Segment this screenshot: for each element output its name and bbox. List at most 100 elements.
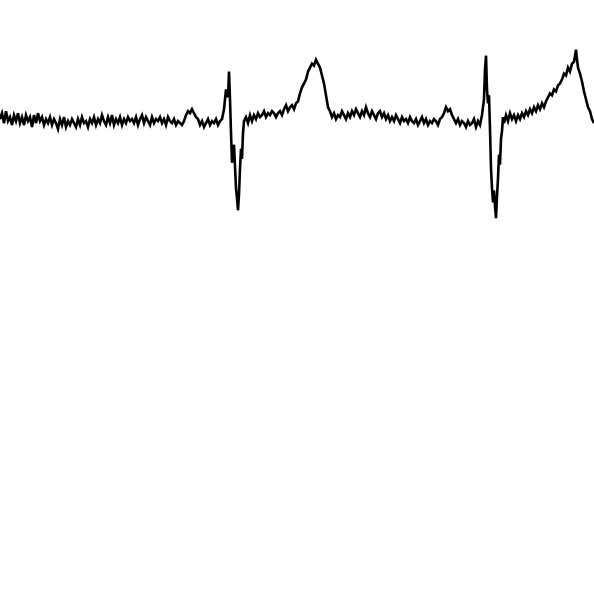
ecg-sample-point bbox=[490, 168, 493, 189]
ecg-sample-point bbox=[499, 138, 502, 165]
ecg-sample-point bbox=[299, 87, 303, 94]
ecg-sample-point bbox=[551, 89, 555, 96]
ecg-sample-point bbox=[479, 114, 483, 126]
ecg-sample-point bbox=[237, 194, 240, 211]
ecg-sample-point bbox=[483, 69, 486, 100]
ecg-sample-point bbox=[545, 96, 549, 102]
ecg-sample-point bbox=[327, 106, 331, 112]
ecg-sample-point bbox=[301, 83, 305, 88]
ecg-sample-point bbox=[317, 63, 321, 68]
ecg-sample-point bbox=[577, 67, 581, 74]
ecg-sample-point bbox=[485, 55, 488, 90]
ecg-sample-point bbox=[203, 122, 207, 128]
ecg-sample-point bbox=[242, 121, 245, 134]
ecg-sample-point bbox=[565, 67, 569, 76]
ecg-sample-point bbox=[271, 110, 275, 114]
ecg-sample-point bbox=[307, 67, 311, 72]
ecg-sample-point bbox=[287, 106, 291, 112]
ecg-sample-point bbox=[259, 114, 263, 118]
ecg-sample-point bbox=[409, 116, 413, 122]
ecg-sample-point bbox=[37, 113, 41, 122]
ecg-sample-point bbox=[303, 79, 307, 84]
ecg-sample-point bbox=[233, 144, 237, 189]
ecg-sample-point bbox=[341, 110, 345, 116]
ecg-sample-point bbox=[576, 59, 579, 68]
ecg-sample-point bbox=[325, 95, 329, 108]
ecg-sample-point bbox=[111, 114, 115, 126]
ecg-sample-point bbox=[587, 106, 591, 112]
ecg-sample-point bbox=[228, 71, 231, 100]
ecg-sample-point bbox=[561, 73, 565, 80]
ecg-sample-point bbox=[417, 120, 421, 126]
ecg-sample-point bbox=[305, 71, 309, 80]
ecg-sample-point bbox=[319, 67, 323, 76]
ecg-sample-point bbox=[275, 112, 279, 118]
ecg-sample-point bbox=[87, 118, 91, 128]
ecg-sample-point bbox=[433, 118, 437, 122]
ecg-sample-point bbox=[469, 122, 473, 126]
ecg-sample-point bbox=[579, 73, 583, 82]
ecg-sample-point bbox=[543, 101, 547, 108]
ecg-sample-point bbox=[81, 116, 85, 124]
ecg-sample-point bbox=[496, 178, 499, 197]
ecg-sample-point bbox=[297, 93, 301, 102]
ecg-sample-point bbox=[221, 109, 225, 120]
ecg-sample-point bbox=[557, 82, 561, 86]
ecg-sample-point bbox=[165, 116, 169, 126]
ecg-sample-point bbox=[177, 120, 181, 124]
ecg-sample-point bbox=[321, 75, 325, 84]
ecg-sample-point bbox=[395, 114, 399, 120]
ecg-sample-point bbox=[229, 99, 232, 134]
ecg-sample-point bbox=[235, 188, 238, 199]
ecg-sample-point bbox=[371, 110, 375, 116]
ecg-sample-point bbox=[57, 118, 61, 130]
ecg-trace-series bbox=[0, 49, 594, 219]
ecg-sample-point bbox=[137, 118, 141, 126]
ecg-sample-point bbox=[293, 103, 297, 110]
ecg-sample-point bbox=[191, 108, 195, 114]
ecg-sample-point bbox=[365, 106, 369, 114]
ecg-sample-point bbox=[461, 120, 465, 124]
ecg-sample-point bbox=[315, 59, 319, 65]
ecg-sample-point bbox=[375, 112, 379, 120]
ecg-sample-point bbox=[575, 49, 578, 60]
ecg-sample-point bbox=[581, 81, 585, 92]
ecg-sample-point bbox=[449, 108, 453, 116]
ecg-sample-point bbox=[441, 112, 445, 118]
ecg-sample-point bbox=[31, 114, 35, 128]
ecg-sample-point bbox=[451, 114, 455, 120]
ecg-sample-point bbox=[495, 196, 498, 219]
ecg-sample-point bbox=[181, 120, 185, 126]
ecg-sample-point bbox=[585, 99, 589, 108]
ecg-sample-point bbox=[493, 190, 496, 207]
ecg-sample-point bbox=[583, 91, 587, 100]
ecg-sample-point bbox=[323, 83, 327, 96]
ecg-sample-point bbox=[571, 61, 575, 65]
ecg-sample-point bbox=[5, 111, 9, 122]
ecg-sample-point bbox=[281, 108, 285, 116]
ecg-sample-point bbox=[219, 118, 223, 122]
ecg-sample-point bbox=[241, 132, 244, 159]
ecg-sample-point bbox=[23, 114, 27, 126]
ecg-sample-point bbox=[489, 128, 492, 169]
ecg-trace-line bbox=[0, 49, 594, 219]
ecg-sample-point bbox=[488, 95, 491, 130]
ecg-sample-point bbox=[500, 130, 503, 140]
ecg-sample-point bbox=[167, 116, 171, 122]
ecg-sample-point bbox=[11, 114, 15, 126]
ecg-sample-point bbox=[437, 118, 441, 126]
ecg-sample-point bbox=[101, 114, 105, 122]
ecg-sample-point bbox=[559, 79, 563, 84]
ecg-sample-point bbox=[238, 168, 241, 195]
ecg-sample-point bbox=[195, 116, 199, 120]
ecg-sample-point bbox=[53, 118, 57, 124]
ecg-sample-point bbox=[355, 108, 359, 114]
ecg-sample-point bbox=[193, 112, 197, 118]
ecg-sample-point bbox=[183, 114, 187, 122]
ecg-sample-point bbox=[63, 116, 67, 128]
ecg-sample-point bbox=[439, 116, 443, 120]
ecg-sample-point bbox=[223, 89, 227, 110]
ecg-sample-point bbox=[295, 100, 299, 104]
